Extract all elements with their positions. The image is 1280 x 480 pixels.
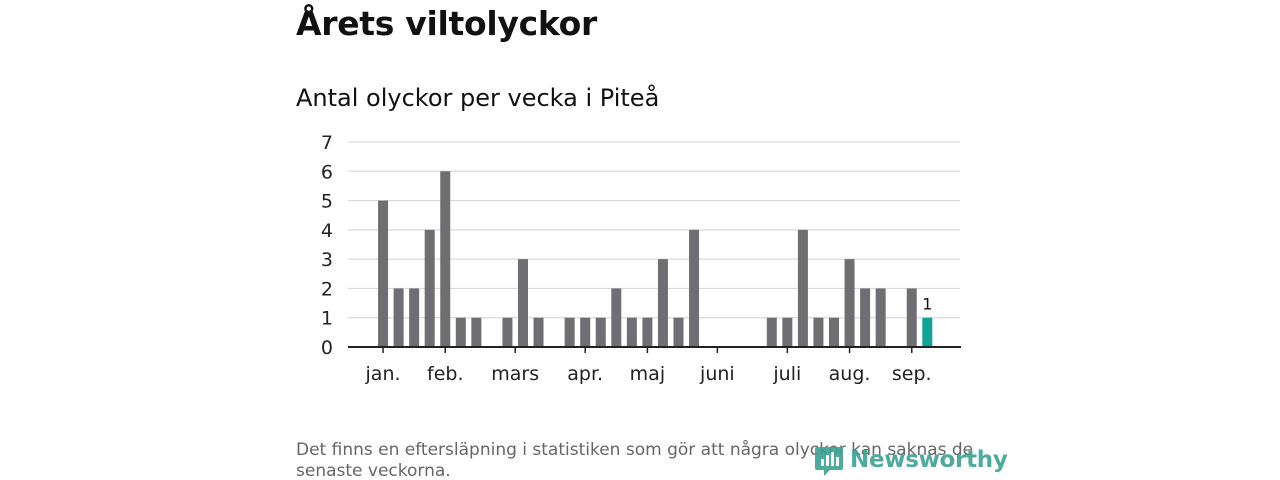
bar: [689, 229, 700, 347]
bar: [906, 288, 917, 347]
x-tick-label: aug.: [829, 363, 871, 385]
brand-name: Newsworthy: [850, 447, 1008, 473]
bar: [626, 317, 637, 347]
bar: [813, 317, 824, 347]
y-tick-label: 3: [321, 249, 333, 271]
y-tick-label: 0: [321, 337, 333, 359]
x-tick-label: maj: [630, 363, 665, 385]
bar: [766, 317, 777, 347]
bar: [564, 317, 575, 347]
page-title: Årets viltolyckor: [296, 4, 597, 43]
bar: [440, 171, 451, 347]
x-tick-label: sep.: [892, 363, 932, 385]
y-axis-ticks: 0 1 2 3 4 5 6 7: [321, 132, 333, 359]
x-axis-ticks: jan. feb. mars apr. maj juni juli aug. sep.: [365, 347, 932, 385]
bar: [642, 317, 653, 347]
y-tick-label: 5: [321, 191, 333, 213]
y-tick-label: 4: [321, 220, 333, 242]
bars: [378, 171, 933, 347]
bar: [595, 317, 606, 347]
newsworthy-logo-icon: [815, 447, 843, 476]
bar: [455, 317, 466, 347]
bar: [393, 288, 404, 347]
bar: [471, 317, 482, 347]
bar: [673, 317, 684, 347]
x-tick-label: apr.: [567, 363, 603, 385]
data-label: 1: [922, 295, 932, 314]
bar: [782, 317, 793, 347]
data-labels: 1: [922, 295, 932, 314]
bar: [797, 229, 808, 347]
x-tick-label: juni: [699, 363, 735, 385]
footnote: Det finns en eftersläpning i statistiken…: [296, 440, 974, 480]
x-tick-label: feb.: [427, 363, 463, 385]
bar: [409, 288, 420, 347]
y-tick-label: 2: [321, 278, 333, 300]
y-tick-label: 7: [321, 132, 333, 154]
bar: [829, 317, 839, 347]
bar: [424, 229, 435, 347]
x-tick-label: mars: [491, 363, 539, 385]
bar: [378, 200, 389, 347]
bar: [533, 317, 544, 347]
bar: [844, 259, 855, 347]
bar: [860, 288, 871, 347]
y-tick-label: 1: [321, 308, 333, 330]
bar: [657, 259, 668, 347]
x-tick-label: juli: [772, 363, 801, 385]
bar: [580, 317, 591, 347]
bar-highlight: [922, 317, 933, 347]
bar: [502, 317, 513, 347]
bar: [875, 288, 886, 347]
bar: [611, 288, 622, 347]
bar: [518, 259, 528, 347]
y-tick-label: 6: [321, 161, 333, 183]
chart-subtitle: Antal olyckor per vecka i Piteå: [296, 84, 660, 112]
brand-logo[interactable]: Newsworthy: [814, 443, 1008, 477]
x-tick-label: jan.: [365, 363, 401, 385]
